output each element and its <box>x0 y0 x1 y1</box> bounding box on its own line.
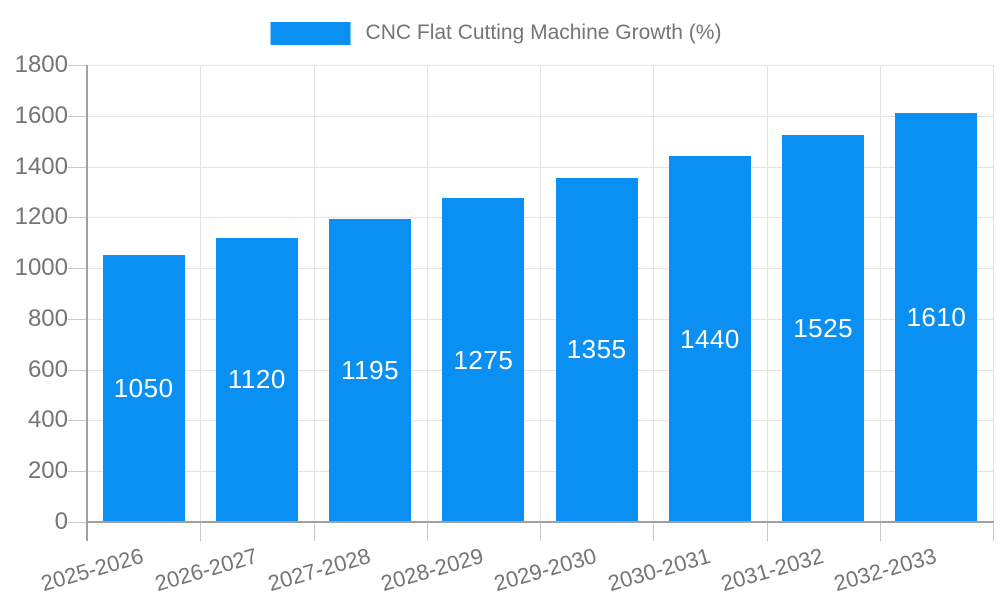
y-axis-tick <box>68 166 87 168</box>
gridline-vertical <box>426 65 428 522</box>
x-axis-category-label: 2031-2032 <box>717 543 827 597</box>
y-axis-line <box>86 65 88 541</box>
bar-value-label: 1440 <box>679 323 740 354</box>
x-axis-category-label: 2029-2030 <box>491 543 600 597</box>
bar-2029-2030[interactable]: 1355 <box>555 177 638 522</box>
gridline-vertical <box>200 65 202 522</box>
y-axis-tick-label: 600 <box>27 355 68 383</box>
x-axis-category-label: 2026-2027 <box>151 543 260 597</box>
x-axis-category-label: 2027-2028 <box>264 543 374 597</box>
y-axis-tick <box>68 471 87 473</box>
x-axis-tick <box>313 522 315 541</box>
bar-2025-2026[interactable]: 1050 <box>102 255 185 522</box>
y-axis-tick-label: 400 <box>27 406 68 434</box>
bar-value-label: 1610 <box>906 302 967 333</box>
y-axis-tick-label: 800 <box>27 304 68 332</box>
x-axis-category-label: 2028-2029 <box>378 543 487 597</box>
y-axis-tick <box>68 217 87 219</box>
y-axis-tick <box>68 369 87 371</box>
chart-legend[interactable]: CNC Flat Cutting Machine Growth (%) <box>270 21 722 45</box>
bar-2028-2029[interactable]: 1275 <box>442 198 525 522</box>
bar-2027-2028[interactable]: 1195 <box>329 218 412 522</box>
plot-area: 0 200 400 600 800 1000 1200 1400 1600 1800 1050 202… <box>15 52 994 596</box>
bar-value-label: 1525 <box>793 312 854 343</box>
x-axis-tick <box>766 522 768 541</box>
gridline-vertical <box>540 65 541 522</box>
y-axis-tick-label: 0 <box>54 508 68 535</box>
bar-value-label: 1275 <box>453 344 514 375</box>
x-axis-tick <box>426 522 428 541</box>
bar-2026-2027[interactable]: 1120 <box>215 237 298 522</box>
gridline-vertical <box>766 65 768 522</box>
x-axis-category-label: 2030-2031 <box>604 543 713 597</box>
x-axis-tick <box>200 522 202 541</box>
bar-value-label: 1195 <box>341 354 400 385</box>
bar-value-label: 1355 <box>566 334 627 365</box>
x-axis-tick <box>879 522 881 541</box>
x-axis-tick <box>993 522 994 541</box>
y-axis-tick-label: 1400 <box>14 152 68 180</box>
y-axis-tick-label: 1600 <box>14 101 68 129</box>
bar-2032-2033[interactable]: 1610 <box>895 113 978 522</box>
x-axis-line <box>86 521 994 523</box>
y-axis-tick-label: 1200 <box>14 203 68 231</box>
x-axis-tick <box>653 522 655 541</box>
x-axis-category-label: 2032-2033 <box>831 543 940 597</box>
gridline-vertical <box>993 65 994 522</box>
bar-2031-2032[interactable]: 1525 <box>782 134 865 522</box>
y-axis-tick <box>68 522 87 523</box>
y-axis-tick-label: 1000 <box>14 254 68 282</box>
y-axis-tick-label: 1800 <box>14 51 68 78</box>
y-axis-tick <box>68 420 87 422</box>
x-axis-tick <box>540 522 541 541</box>
y-axis-tick-label: 200 <box>27 457 68 485</box>
y-axis-tick <box>68 318 87 320</box>
bar-2030-2031[interactable]: 1440 <box>668 156 751 522</box>
y-axis-tick <box>68 65 87 66</box>
y-axis-tick <box>68 115 87 117</box>
x-axis-category-label: 2025-2026 <box>38 543 147 597</box>
gridline-vertical <box>879 65 881 522</box>
bar-value-label: 1120 <box>227 364 286 395</box>
y-axis-tick <box>68 268 87 270</box>
bar-value-label: 1050 <box>113 373 174 404</box>
gridline-vertical <box>653 65 655 522</box>
gridline-vertical <box>313 65 315 522</box>
legend-swatch-icon <box>270 21 351 45</box>
legend-label: CNC Flat Cutting Machine Growth (%) <box>365 21 722 44</box>
